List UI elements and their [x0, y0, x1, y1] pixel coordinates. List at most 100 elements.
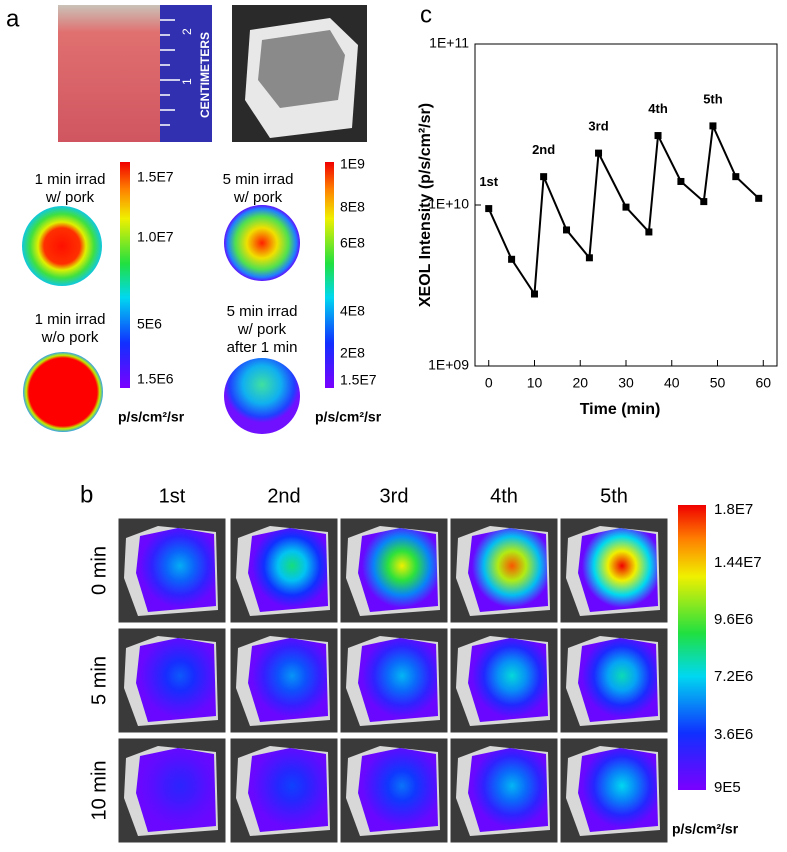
heat-overlay — [468, 748, 548, 832]
point — [645, 228, 653, 236]
colorbar-label: 9.6E6 — [714, 611, 753, 628]
point — [755, 194, 763, 202]
column-label: 3rd — [380, 485, 409, 507]
caption: w/ pork — [233, 189, 283, 206]
colorbar-label: 9E5 — [714, 779, 741, 796]
panel-label: a — [6, 5, 20, 32]
heat-overlay — [248, 638, 328, 722]
point — [540, 173, 548, 181]
heatmap — [224, 205, 300, 281]
annotation: 4th — [648, 101, 668, 116]
x-tick-label: 30 — [618, 375, 634, 391]
colorbar — [325, 162, 334, 388]
point — [595, 149, 603, 157]
colorbar-label: 1.0E7 — [137, 229, 174, 245]
x-tick-label: 0 — [485, 375, 493, 391]
caption: 5 min irrad — [227, 303, 298, 320]
point — [563, 226, 571, 234]
caption: 1 min irrad — [35, 311, 106, 328]
ruler-text: CENTIMETERS — [198, 32, 212, 118]
heatmap — [22, 206, 102, 286]
x-tick-label: 50 — [710, 375, 726, 391]
heat-overlay — [358, 748, 438, 832]
ruler-mark: 2 — [180, 28, 194, 35]
point — [709, 122, 717, 130]
row-label: 0 min — [88, 546, 110, 595]
ruler — [160, 5, 212, 142]
y-tick-label: 1E+10 — [428, 196, 469, 212]
colorbar-label: 1.5E7 — [137, 169, 174, 185]
heat-overlay — [136, 638, 216, 722]
annotation: 1st — [479, 174, 498, 189]
heat-overlay — [578, 748, 658, 832]
heat-overlay — [358, 528, 438, 612]
colorbar — [120, 162, 130, 388]
heatmap — [23, 352, 103, 432]
pork-lean — [258, 30, 345, 108]
caption: 1 min irrad — [35, 171, 106, 188]
point — [508, 255, 516, 263]
colorbar-label: 4E8 — [340, 303, 365, 319]
heat-overlay — [358, 638, 438, 722]
point — [677, 177, 685, 185]
heat-overlay — [136, 748, 216, 832]
point — [622, 203, 630, 211]
colorbar-label: 1.44E7 — [714, 554, 762, 571]
point — [530, 290, 538, 298]
y-axis-label: XEOL Intensity (p/s/cm²/sr) — [417, 103, 434, 307]
ruler-ticks — [160, 19, 180, 126]
caption: 5 min irrad — [223, 171, 294, 188]
colorbar-unit: p/s/cm²/sr — [118, 409, 185, 425]
colorbar-label: 5E6 — [137, 316, 162, 332]
point — [585, 254, 593, 262]
point — [654, 132, 662, 140]
x-tick-label: 10 — [527, 375, 543, 391]
annotation: 3rd — [588, 119, 608, 134]
colorbar-label: 2E8 — [340, 345, 365, 361]
x-tick-label: 20 — [572, 375, 588, 391]
colorbar-label: 7.2E6 — [714, 668, 753, 685]
x-tick-label: 40 — [664, 375, 680, 391]
row-label: 10 min — [88, 760, 110, 820]
colorbar-label: 1E9 — [340, 156, 365, 172]
heatmap — [224, 358, 300, 434]
heat-overlay — [468, 528, 548, 612]
panel-label: b — [80, 481, 93, 508]
annotation: 2nd — [532, 142, 555, 157]
caption: w/ pork — [237, 321, 287, 338]
x-axis-label: Time (min) — [580, 401, 661, 418]
column-label: 2nd — [267, 485, 300, 507]
colorbar-label: 3.6E6 — [714, 726, 753, 743]
y-tick-label: 1E+11 — [429, 35, 469, 51]
heat-overlay — [136, 528, 216, 612]
x-tick-label: 60 — [755, 375, 771, 391]
pork-photo — [58, 5, 163, 142]
column-label: 4th — [490, 485, 518, 507]
colorbar-label: 1.5E7 — [340, 372, 377, 388]
colorbar — [678, 505, 706, 790]
point — [732, 173, 740, 181]
colorbar-label: 1.5E6 — [137, 371, 174, 387]
heat-overlay — [578, 528, 658, 612]
heat-overlay — [248, 748, 328, 832]
annotation: 5th — [703, 91, 723, 106]
colorbar-label: 6E8 — [340, 235, 365, 251]
y-tick-label: 1E+09 — [428, 357, 469, 373]
colorbar-unit: p/s/cm²/sr — [672, 821, 739, 837]
heat-overlay — [578, 638, 658, 722]
point — [700, 198, 708, 206]
caption: w/ pork — [45, 189, 95, 206]
column-label: 1st — [159, 485, 186, 507]
caption: w/o pork — [41, 329, 99, 346]
heat-overlay — [468, 638, 548, 722]
colorbar-unit: p/s/cm²/sr — [315, 409, 382, 425]
colorbar-label: 8E8 — [340, 199, 365, 215]
caption: after 1 min — [227, 339, 298, 356]
panel-label: c — [420, 1, 432, 28]
colorbar-label: 1.8E7 — [714, 501, 753, 518]
column-label: 5th — [600, 485, 628, 507]
row-label: 5 min — [88, 656, 110, 705]
ruler-mark: 1 — [180, 78, 194, 85]
heat-overlay — [248, 528, 328, 612]
